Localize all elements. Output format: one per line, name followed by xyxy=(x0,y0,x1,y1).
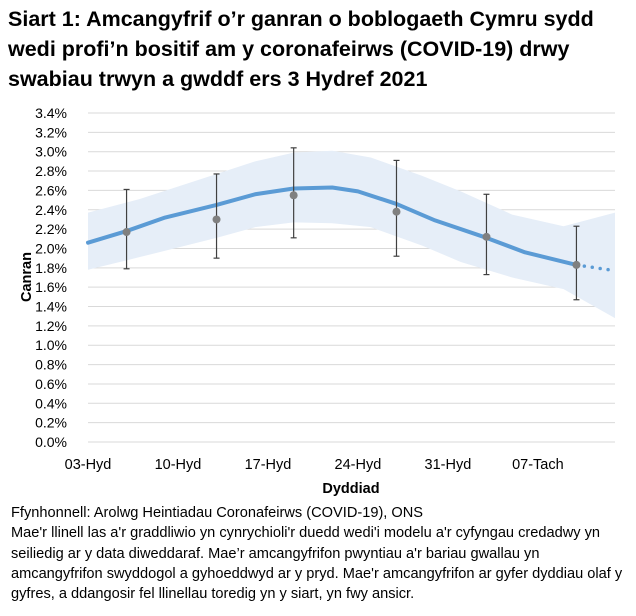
x-tick-label: 03-Hyd xyxy=(65,457,112,473)
y-tick-label: 0.0% xyxy=(35,434,67,450)
x-tick-label: 24-Hyd xyxy=(335,457,382,473)
y-tick-label: 1.4% xyxy=(35,299,67,315)
y-tick-label: 2.6% xyxy=(35,182,67,198)
y-tick-label: 2.8% xyxy=(35,163,67,179)
estimate-point xyxy=(482,232,491,241)
chart-title: Siart 1: Amcangyfrif o’r ganran o boblog… xyxy=(8,7,594,91)
y-tick-label: 3.0% xyxy=(35,144,67,160)
y-tick-label: 0.4% xyxy=(35,395,67,411)
estimate-point xyxy=(289,191,298,200)
y-tick-label: 2.2% xyxy=(35,221,67,237)
y-tick-label: 1.2% xyxy=(35,318,67,334)
y-tick-label: 0.2% xyxy=(35,415,67,431)
footnote: Ffynhonnell: Arolwg Heintiadau Coronafei… xyxy=(11,503,631,604)
y-tick-label: 1.8% xyxy=(35,260,67,276)
estimate-point xyxy=(212,215,221,224)
chart-svg: 0.0% 0.2% 0.4% 0.6% 0.8% 1.0% 1.2% 1.4% 1.6% 1.8%… xyxy=(19,105,617,497)
y-axis-label: Canran xyxy=(19,252,35,302)
trend-line-provisional xyxy=(574,263,617,273)
estimate-point xyxy=(572,260,581,269)
x-tick-label: 31-Hyd xyxy=(425,457,472,473)
credible-interval-band xyxy=(88,150,615,319)
x-tick-label: 07-Tach xyxy=(512,457,564,473)
y-tick-label: 0.8% xyxy=(35,357,67,373)
y-tick-label: 2.4% xyxy=(35,202,67,218)
estimate-point xyxy=(392,207,401,216)
x-axis-label: Dyddiad xyxy=(322,481,379,497)
x-tick-label: 10-Hyd xyxy=(155,457,202,473)
y-tick-label: 3.4% xyxy=(35,105,67,121)
y-tick-label: 2.0% xyxy=(35,240,67,256)
x-tick-label: 17-Hyd xyxy=(245,457,292,473)
y-tick-label: 1.0% xyxy=(35,337,67,353)
y-tick-label: 1.6% xyxy=(35,279,67,295)
estimate-point xyxy=(122,228,131,237)
y-tick-label: 0.6% xyxy=(35,376,67,392)
y-tick-label: 3.2% xyxy=(35,124,67,140)
source-text: Ffynhonnell: Arolwg Heintiadau Coronafei… xyxy=(11,505,424,521)
note-text: Mae'r llinell las a'r graddliwio yn cynr… xyxy=(11,525,623,603)
